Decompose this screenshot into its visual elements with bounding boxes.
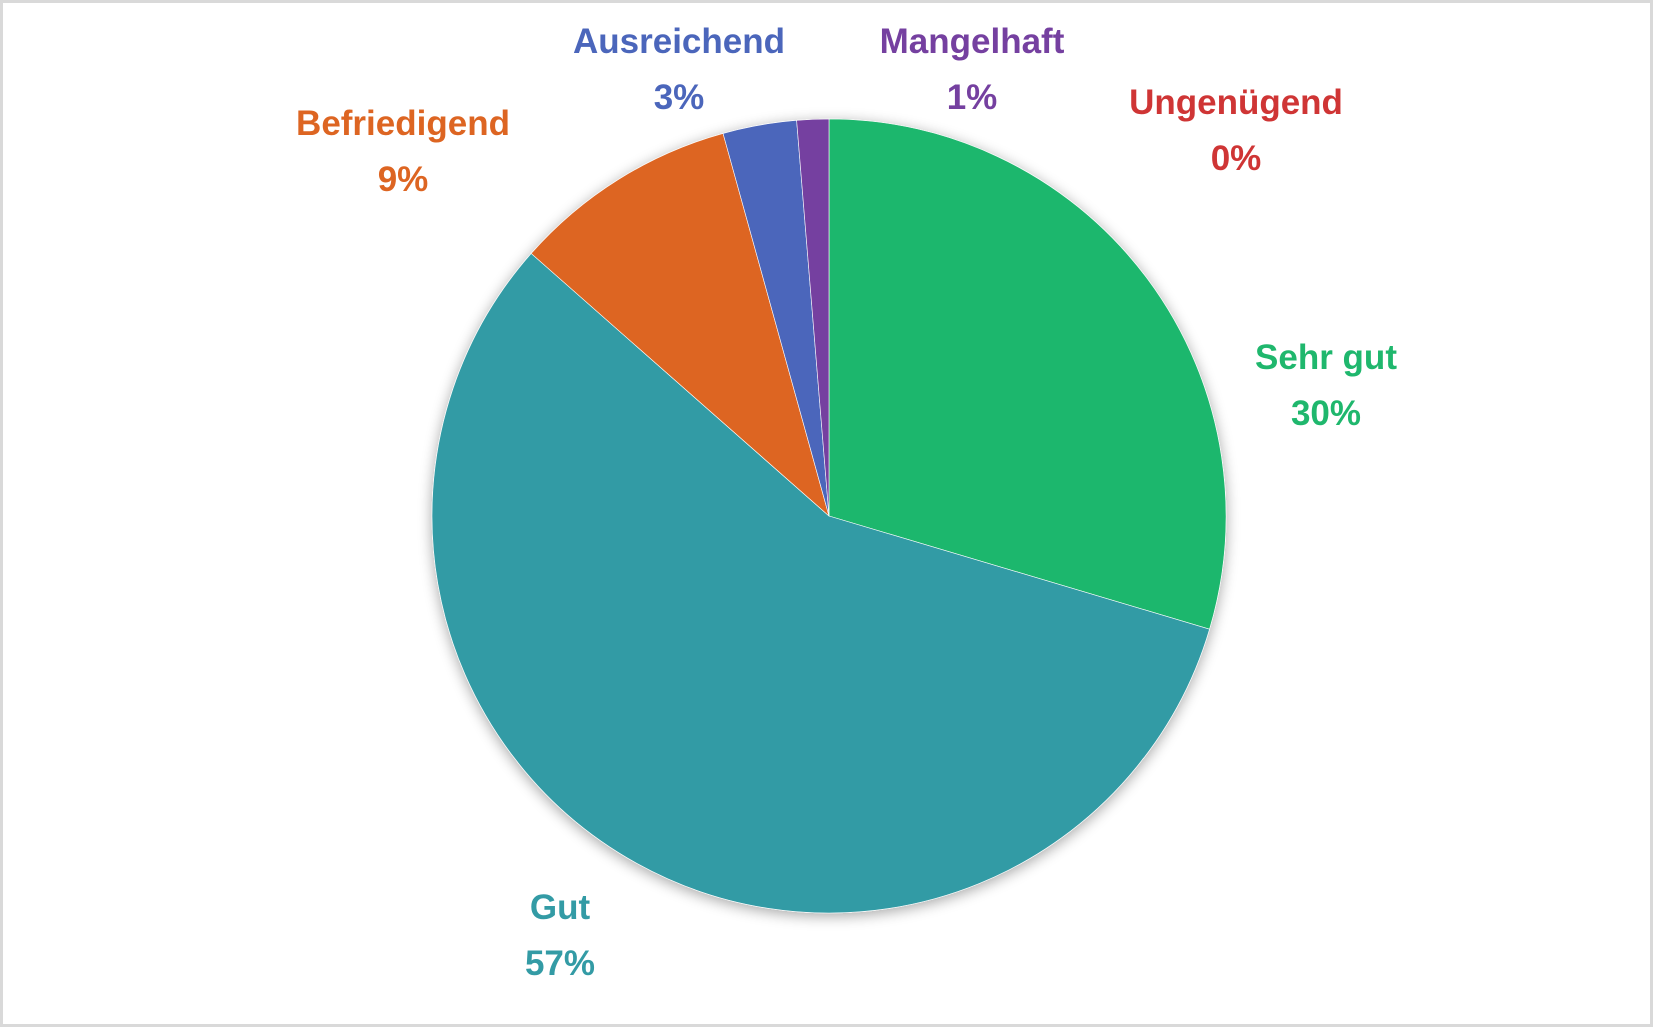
data-label-sehr-gut: Sehr gut 30% xyxy=(1255,330,1397,442)
label-category: Sehr gut xyxy=(1255,338,1397,377)
data-label-ausreichend: Ausreichend 3% xyxy=(573,14,785,126)
label-category: Gut xyxy=(529,888,591,927)
pie-slice-befriedigend xyxy=(530,133,830,517)
label-percent: 30% xyxy=(1290,394,1362,433)
pie-chart xyxy=(431,118,1227,914)
data-label-ungenuegend: Ungenügend 0% xyxy=(1129,75,1343,187)
data-label-mangelhaft: Mangelhaft 1% xyxy=(880,14,1065,126)
label-percent: 3% xyxy=(653,78,705,117)
label-percent: 1% xyxy=(946,78,998,117)
label-category: Ausreichend xyxy=(573,22,785,61)
label-percent: 9% xyxy=(377,160,429,199)
label-category: Ungenügend xyxy=(1129,83,1343,122)
label-category: Befriedigend xyxy=(296,104,510,143)
data-label-befriedigend: Befriedigend 9% xyxy=(296,96,510,208)
label-percent: 0% xyxy=(1210,139,1262,178)
label-category: Mangelhaft xyxy=(879,22,1065,61)
pie-slice-sehr-gut xyxy=(828,118,1227,630)
pie-slice-mangelhaft xyxy=(796,118,830,517)
pie-slice-gut xyxy=(431,253,1210,914)
label-percent: 57% xyxy=(524,944,596,983)
data-label-gut: Gut 57% xyxy=(525,880,595,992)
